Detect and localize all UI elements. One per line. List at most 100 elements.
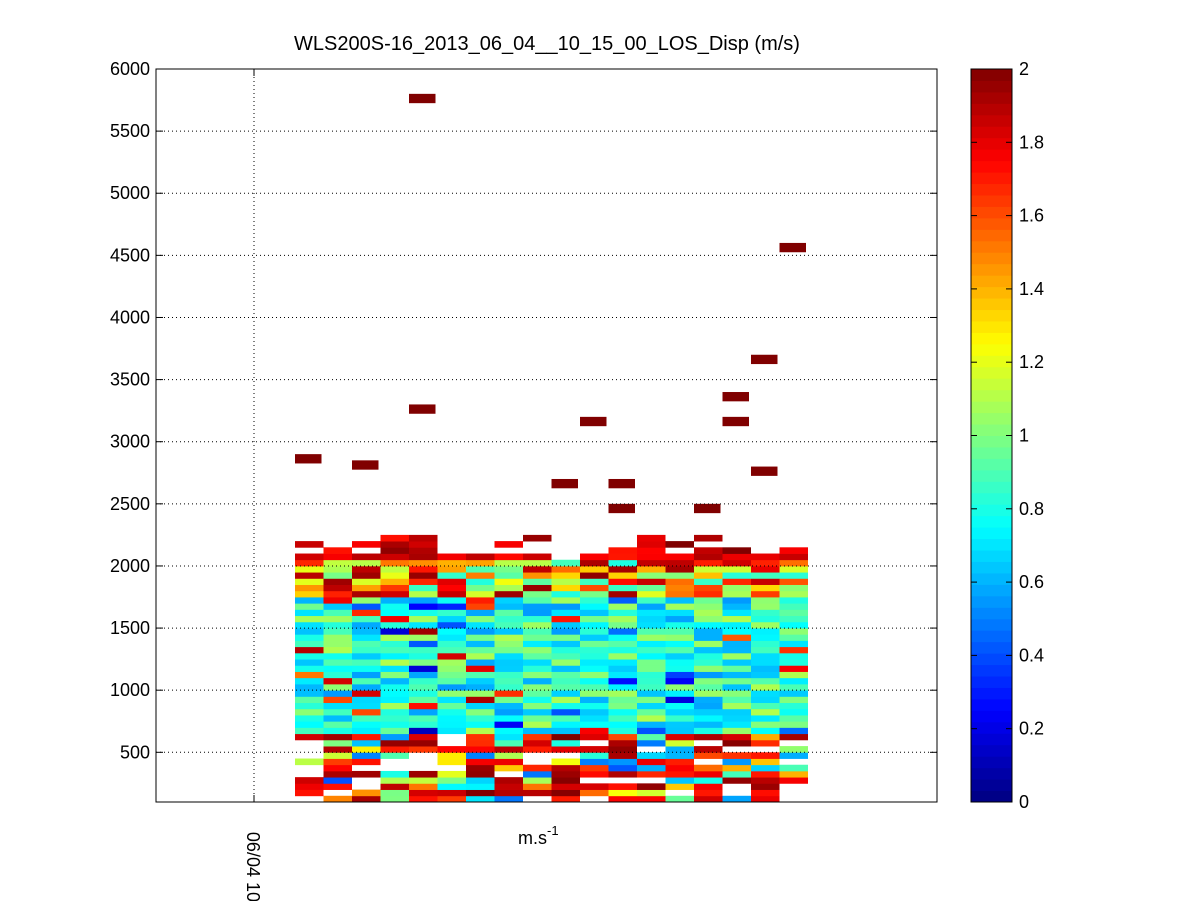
heatmap-cell (352, 541, 381, 548)
heatmap-cell (352, 696, 381, 704)
heatmap-cell (665, 696, 694, 704)
heatmap-cell (551, 659, 580, 666)
heatmap-cell (694, 690, 723, 697)
heatmap-cell (437, 770, 466, 778)
heatmap-cell (580, 597, 609, 604)
colorbar-segment (971, 114, 1012, 127)
heatmap-cell (694, 628, 723, 635)
x-axis-label-base: m.s (518, 828, 547, 848)
heatmap-cell (437, 590, 466, 598)
heatmap-cell (779, 646, 808, 654)
heatmap-cell (323, 553, 352, 561)
colorbar-segment (971, 80, 1012, 93)
heatmap-cell (694, 715, 723, 722)
heatmap-cell (665, 733, 694, 741)
heatmap-cell (694, 727, 723, 735)
heatmap-cell (580, 565, 609, 573)
heatmap-cell (665, 652, 694, 660)
heatmap-cell (323, 764, 352, 772)
heatmap-cell (608, 547, 637, 554)
heatmap-cell (323, 795, 352, 803)
heatmap-cell (466, 646, 495, 654)
heatmap-cell (494, 659, 523, 666)
heatmap-cell (494, 715, 523, 722)
heatmap-cell (295, 609, 324, 617)
heatmap-cell (608, 690, 637, 697)
heatmap-cell (295, 777, 324, 784)
heatmap-cell (694, 590, 723, 598)
heatmap-cell (523, 652, 552, 660)
heatmap-cell (551, 795, 580, 803)
heatmap-cell (295, 683, 324, 691)
heatmap-cell (523, 615, 552, 623)
heatmap-cell (494, 677, 523, 685)
colorbar-segment (971, 229, 1012, 242)
heatmap-cell (295, 690, 324, 697)
heatmap-cell (751, 609, 780, 617)
heatmap-cell (722, 652, 751, 660)
heatmap-cell (352, 708, 381, 716)
heatmap-cell (466, 677, 495, 685)
heatmap-cell (751, 783, 780, 790)
heatmap-cell (523, 696, 552, 704)
heatmap-cell (437, 777, 466, 784)
heatmap-cell (551, 677, 580, 685)
heatmap-cell (722, 597, 751, 604)
heatmap-cell (751, 721, 780, 728)
colorbar-segment (971, 149, 1012, 162)
heatmap-cell (551, 727, 580, 735)
heatmap-cell (323, 628, 352, 635)
colorbar-segment (971, 137, 1012, 150)
heatmap-cell (608, 553, 637, 561)
heatmap-cell (551, 789, 580, 797)
heatmap-cell (323, 783, 352, 790)
heatmap-cell (637, 727, 666, 735)
heatmap-cell (380, 646, 409, 654)
heatmap-cell (608, 727, 637, 735)
heatmap-cell (437, 795, 466, 803)
heatmap-cell (409, 721, 438, 728)
heatmap-cell (608, 628, 637, 635)
heatmap-cell (380, 584, 409, 592)
heatmap-cell (637, 764, 666, 772)
heatmap-cell (380, 770, 409, 778)
heatmap-cell (608, 715, 637, 722)
heatmap-cell (409, 572, 438, 579)
heatmap-cell (380, 677, 409, 685)
heatmap-cell (722, 702, 751, 710)
heatmap-cell (665, 559, 694, 567)
heatmap-cell (751, 789, 780, 797)
colorbar-segment (971, 378, 1012, 391)
heatmap-cell (751, 615, 780, 623)
heatmap-cell (494, 553, 523, 561)
heatmap-cell (352, 646, 381, 654)
heatmap-cell (665, 572, 694, 579)
heatmap-cell (466, 615, 495, 623)
heatmap-cell (466, 671, 495, 679)
heatmap-cell (580, 752, 609, 759)
heatmap-cell (694, 640, 723, 648)
heatmap-cell (523, 715, 552, 722)
heatmap-cell (751, 603, 780, 610)
heatmap-cell (551, 770, 580, 778)
heatmap-cell (409, 646, 438, 654)
heatmap-cell (580, 690, 609, 697)
heatmap-cell (409, 628, 438, 635)
heatmap-cell (665, 727, 694, 735)
heatmap-cell (323, 665, 352, 672)
chart-title: WLS200S-16_2013_06_04__10_15_00_LOS_Disp… (294, 33, 800, 55)
heatmap-cell (437, 758, 466, 766)
heatmap-cell (779, 559, 808, 567)
heatmap-cell (466, 634, 495, 641)
heatmap-cell (409, 683, 438, 691)
heatmap-cell (551, 783, 580, 790)
heatmap-cell (380, 789, 409, 797)
heatmap-cell (437, 746, 466, 753)
heatmap-cell (494, 652, 523, 660)
heatmap-cell (637, 621, 666, 629)
heatmap-cell (665, 739, 694, 747)
heatmap-cell (323, 696, 352, 704)
heatmap-cell (466, 603, 495, 610)
heatmap-cell (779, 628, 808, 635)
heatmap-cell (409, 696, 438, 704)
